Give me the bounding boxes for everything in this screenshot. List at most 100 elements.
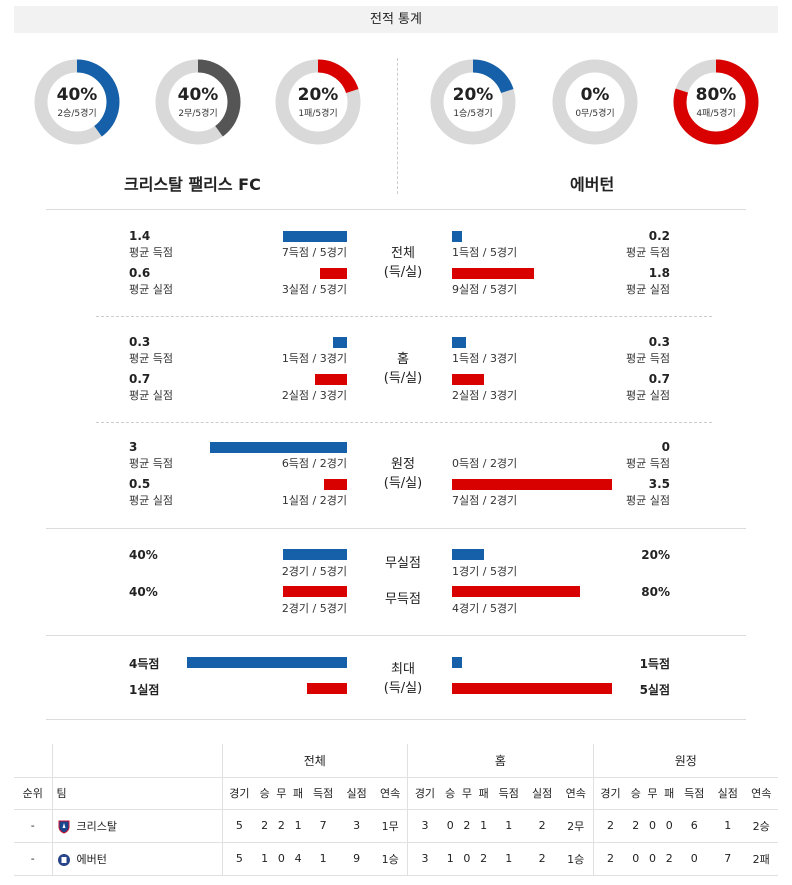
away-avg-scored-label: 평균 득점	[626, 352, 670, 365]
section-title-text: 홈	[397, 352, 409, 367]
away-avg-conceded-bar	[452, 479, 612, 490]
away-avg-conceded-count: 9실점 / 5경기	[452, 283, 518, 296]
stat-cell: 2	[256, 808, 273, 842]
away-avg-conceded-count: 7실점 / 2경기	[452, 494, 518, 507]
away-max-conceded-bar	[452, 683, 612, 694]
stat-cell: 1승	[558, 841, 594, 876]
donut-away-win-ring	[430, 59, 516, 145]
team-cell[interactable]: 크리스탈	[51, 808, 222, 842]
stat-cell: 3	[339, 808, 374, 842]
divider	[46, 635, 746, 636]
table-row: - 에버턴 5 1 0 4 1 9 1승 3 1 0 2 1 2 1승 2 0 0 2 0 7 2패	[14, 841, 778, 876]
section-title-1: 홈 (득/실)	[364, 350, 442, 388]
away-avg-scored-bar	[452, 231, 462, 242]
donut-away-win: 20% 1승/5경기	[430, 59, 516, 145]
donut-home-loss: 20% 1패/5경기	[275, 59, 361, 145]
section-subtitle: (득/실)	[383, 265, 423, 280]
away-avg-scored: 0.3	[648, 335, 670, 349]
stat-cell: 2	[525, 808, 559, 842]
col-8: 연속	[373, 776, 408, 809]
away-clean-sheet-value: 20%	[641, 548, 670, 562]
divider	[46, 528, 746, 529]
away-max-scored-bar	[452, 657, 462, 668]
donut-percent: 0%	[580, 85, 610, 105]
donut-home-win: 40% 2승/5경기	[34, 59, 120, 145]
team-cell[interactable]: 에버턴	[51, 841, 222, 876]
donut-percent: 20%	[452, 85, 494, 105]
away-avg-conceded-bar	[452, 268, 534, 279]
home-avg-scored-count: 7득점 / 5경기	[281, 246, 347, 259]
stat-cell: 6	[677, 808, 711, 842]
home-avg-conceded-count: 3실점 / 5경기	[281, 283, 347, 296]
standings-column-header: 순위 팀 경기 승 무 패 득점 실점 연속 경기 승 무 패 득점 실점 연속 경기 승 무 패 득점 실점 연속	[14, 776, 778, 809]
max-subtitle: (득/실)	[383, 681, 423, 696]
group-home: 홈	[407, 744, 594, 777]
section-header: 전적 통계	[14, 6, 778, 33]
home-avg-conceded: 0.5	[129, 477, 151, 491]
stat-cell: 2패	[744, 841, 778, 876]
everton-crest-icon	[57, 853, 70, 866]
stat-cell: 1	[475, 808, 492, 842]
home-avg-scored-label: 평균 득점	[129, 246, 173, 259]
stat-cell: 1	[491, 841, 526, 876]
away-team-name: 에버턴	[570, 175, 615, 194]
team-divider	[397, 58, 398, 194]
col-3: 승	[627, 776, 645, 809]
donut-percent: 80%	[695, 85, 737, 105]
col-7: 실점	[525, 776, 559, 809]
donut-home-loss-ring	[275, 59, 361, 145]
group-all: 전체	[221, 744, 408, 777]
rank-cell: -	[14, 841, 52, 876]
max-title: 최대 (득/실)	[364, 660, 442, 698]
col-5: 패	[289, 776, 307, 809]
home-clean-sheet-value: 40%	[129, 548, 158, 562]
section-divider	[96, 422, 712, 423]
stat-cell: 0	[677, 841, 711, 876]
donut-count: 2승/5경기	[57, 109, 97, 119]
stat-cell: 2	[627, 808, 645, 842]
away-avg-scored-count: 1득점 / 5경기	[452, 246, 518, 259]
stat-cell: 5	[221, 841, 257, 876]
away-max-scored: 1득점	[639, 657, 670, 671]
stat-cell: 2	[592, 808, 628, 842]
section-title-text: 원정	[391, 457, 415, 472]
stat-cell: 1승	[373, 841, 408, 876]
home-avg-scored-label: 평균 득점	[129, 457, 173, 470]
stat-cell: 0	[644, 841, 661, 876]
donut-count: 4패/5경기	[696, 109, 736, 119]
home-max-scored: 4득점	[129, 657, 160, 671]
stat-cell: 1	[491, 808, 526, 842]
col-5: 패	[660, 776, 678, 809]
home-avg-conceded-count: 2실점 / 3경기	[281, 389, 347, 402]
stat-cell: 0	[441, 808, 459, 842]
home-avg-scored-bar	[210, 442, 347, 453]
divider	[46, 209, 746, 210]
stat-cell: 4	[289, 841, 307, 876]
stat-cell: 0	[660, 808, 678, 842]
home-avg-conceded: 0.7	[129, 372, 151, 386]
col-6: 득점	[677, 776, 711, 809]
donut-fill	[673, 59, 759, 145]
home-avg-scored: 3	[129, 440, 138, 454]
home-avg-conceded-bar	[315, 374, 347, 385]
col-team: 팀	[51, 776, 222, 809]
away-avg-conceded: 3.5	[648, 477, 670, 491]
stat-cell: 2	[272, 808, 290, 842]
home-avg-conceded-label: 평균 실점	[129, 494, 173, 507]
col-5: 패	[475, 776, 492, 809]
donut-home-draw: 40% 2무/5경기	[155, 59, 241, 145]
section-subtitle: (득/실)	[383, 371, 423, 386]
away-avg-scored-label: 평균 득점	[626, 457, 670, 470]
home-avg-scored-bar	[283, 231, 347, 242]
home-avg-conceded-label: 평균 실점	[129, 283, 173, 296]
away-clean-sheet-count: 1경기 / 5경기	[452, 565, 518, 578]
stat-cell: 3	[407, 808, 442, 842]
crystal-palace-crest-icon	[58, 820, 69, 834]
away-clean-sheet-bar	[452, 549, 484, 560]
away-avg-conceded-label: 평균 실점	[626, 389, 670, 402]
donut-away-draw-ring	[552, 59, 638, 145]
home-avg-scored-count: 6득점 / 2경기	[281, 457, 347, 470]
divider	[46, 719, 746, 720]
team-name: 에버턴	[76, 852, 107, 866]
stat-cell: 2	[475, 841, 492, 876]
